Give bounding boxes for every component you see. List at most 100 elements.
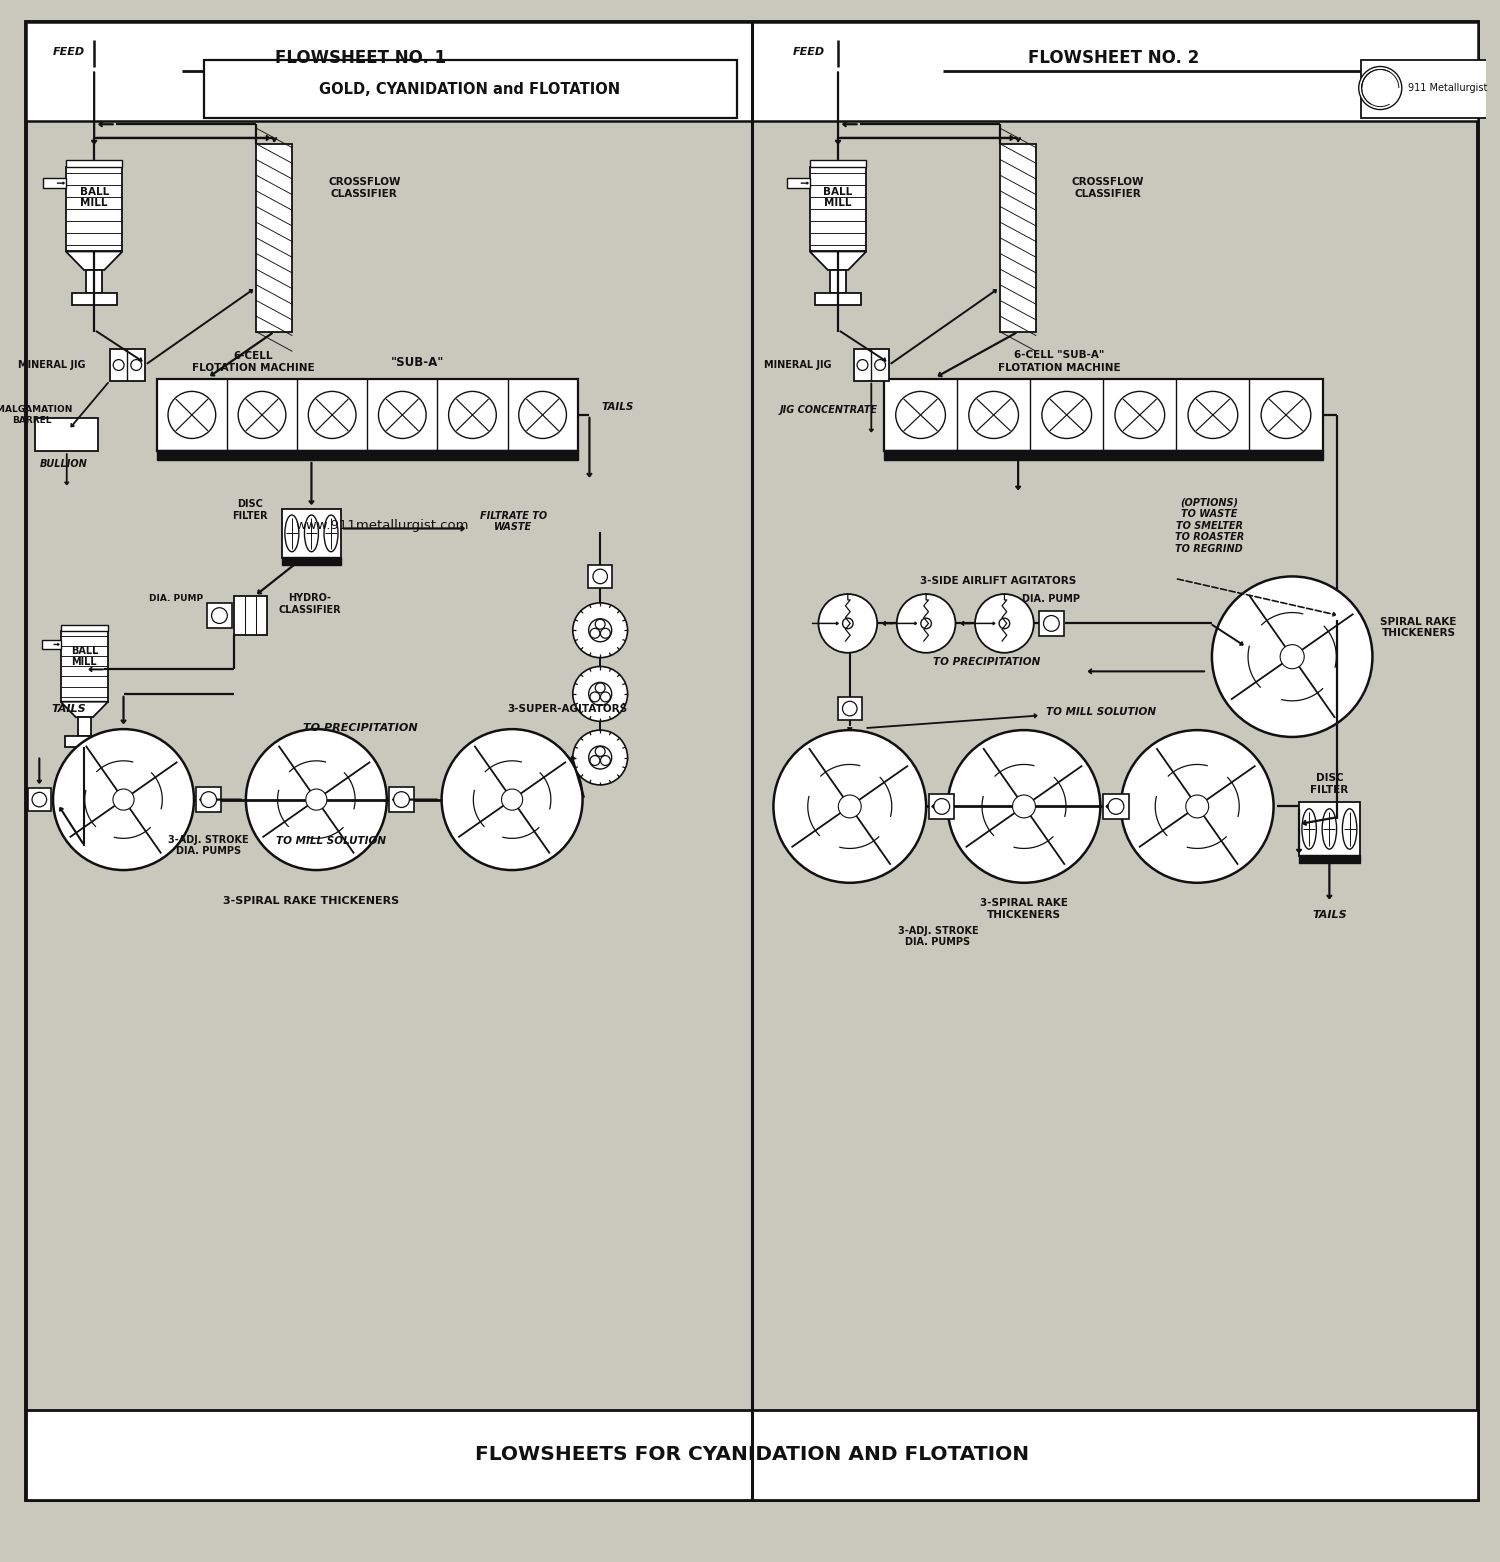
Text: DISC
FILTER: DISC FILTER (1310, 773, 1348, 795)
Text: FLOTATION MACHINE: FLOTATION MACHINE (192, 362, 315, 373)
Bar (42, 640, 60, 648)
Text: 6-CELL: 6-CELL (234, 351, 273, 361)
Circle shape (1044, 615, 1059, 631)
Circle shape (588, 619, 612, 642)
Ellipse shape (896, 392, 945, 439)
Bar (884, 450, 1323, 459)
Text: CROSSFLOW
CLASSIFIER: CROSSFLOW CLASSIFIER (328, 177, 400, 198)
Ellipse shape (309, 392, 356, 439)
Circle shape (501, 789, 522, 811)
Bar (66, 159, 123, 167)
Circle shape (839, 795, 861, 818)
Circle shape (53, 729, 194, 870)
Circle shape (897, 594, 956, 653)
Bar (26, 1410, 1478, 1501)
Bar (1299, 801, 1359, 856)
Text: 3-SIDE AIRLIFT AGITATORS: 3-SIDE AIRLIFT AGITATORS (921, 576, 1077, 586)
Circle shape (246, 729, 387, 870)
Bar (234, 597, 267, 636)
Text: AMALGAMATION
BARREL: AMALGAMATION BARREL (0, 405, 74, 425)
Bar (60, 625, 108, 631)
Text: JIG CONCENTRATE: JIG CONCENTRATE (778, 405, 877, 415)
Text: 6-CELL "SUB-A": 6-CELL "SUB-A" (1014, 350, 1104, 361)
Text: FLOTATION MACHINE: FLOTATION MACHINE (998, 362, 1120, 373)
Bar (752, 22, 1478, 122)
Ellipse shape (1322, 809, 1336, 850)
Ellipse shape (378, 392, 426, 439)
Circle shape (130, 359, 141, 370)
Circle shape (1020, 801, 1029, 811)
Bar (158, 450, 578, 459)
Bar (1299, 854, 1359, 862)
Text: 911 Metallurgist: 911 Metallurgist (1407, 83, 1486, 94)
Ellipse shape (1342, 809, 1358, 850)
Circle shape (1013, 795, 1035, 818)
Text: 3-ADJ. STROKE
DIA. PUMPS: 3-ADJ. STROKE DIA. PUMPS (168, 834, 249, 856)
Circle shape (590, 692, 600, 701)
Text: BALL
MILL: BALL MILL (824, 187, 852, 208)
Circle shape (844, 801, 855, 811)
Ellipse shape (1042, 392, 1092, 439)
Ellipse shape (969, 392, 1018, 439)
Circle shape (774, 729, 926, 883)
Text: TO PRECIPITATION: TO PRECIPITATION (933, 656, 1041, 667)
Text: SPIRAL RAKE
THICKENERS: SPIRAL RAKE THICKENERS (1380, 617, 1456, 639)
Circle shape (596, 619, 604, 629)
Bar (158, 378, 578, 451)
Bar (831, 270, 846, 292)
Bar (928, 793, 954, 818)
Bar (60, 631, 108, 701)
Circle shape (592, 569, 608, 584)
Text: FEED: FEED (53, 47, 86, 56)
Circle shape (573, 729, 627, 786)
Text: BALL
MILL: BALL MILL (70, 647, 98, 667)
Bar (1000, 144, 1036, 331)
Bar (72, 292, 117, 305)
Text: TAILS: TAILS (1312, 911, 1347, 920)
Circle shape (393, 792, 410, 808)
Circle shape (600, 692, 610, 701)
Circle shape (509, 795, 516, 804)
Bar (196, 787, 222, 812)
Polygon shape (66, 251, 123, 270)
Text: FILTRATE TO
WASTE: FILTRATE TO WASTE (480, 511, 548, 533)
Bar (1360, 59, 1500, 119)
Circle shape (1212, 576, 1372, 737)
Circle shape (596, 683, 604, 694)
Text: TAILS: TAILS (602, 401, 633, 412)
Circle shape (596, 747, 604, 756)
Bar (66, 736, 104, 747)
Circle shape (874, 359, 885, 370)
Text: FLOWSHEETS FOR CYANIDATION AND FLOTATION: FLOWSHEETS FOR CYANIDATION AND FLOTATION (476, 1445, 1029, 1464)
Text: (OPTIONS)
TO WASTE
TO SMELTER
TO ROASTER
TO REGRIND: (OPTIONS) TO WASTE TO SMELTER TO ROASTER… (1174, 497, 1244, 555)
Bar (27, 787, 51, 811)
Text: GOLD, CYANIDATION and FLOTATION: GOLD, CYANIDATION and FLOTATION (320, 81, 621, 97)
Text: www.911metallurgist.com: www.911metallurgist.com (296, 519, 468, 533)
Bar (884, 378, 1323, 451)
Bar (256, 144, 292, 331)
Bar (204, 59, 736, 119)
Circle shape (211, 608, 228, 623)
Ellipse shape (1114, 392, 1164, 439)
Text: TAILS: TAILS (51, 703, 86, 714)
Text: TO PRECIPITATION: TO PRECIPITATION (303, 723, 417, 733)
Circle shape (1120, 729, 1274, 883)
Ellipse shape (304, 515, 318, 551)
Circle shape (843, 701, 856, 715)
Circle shape (590, 756, 600, 765)
Text: 3-SPIRAL RAKE THICKENERS: 3-SPIRAL RAKE THICKENERS (224, 897, 399, 906)
Bar (207, 603, 232, 628)
Text: "SUB-A": "SUB-A" (392, 356, 444, 369)
Ellipse shape (168, 392, 216, 439)
Circle shape (112, 789, 134, 811)
Circle shape (819, 594, 878, 653)
Bar (26, 22, 752, 122)
Circle shape (112, 359, 125, 370)
Circle shape (1287, 651, 1298, 662)
Bar (36, 419, 98, 451)
Ellipse shape (1262, 392, 1311, 439)
Bar (1038, 611, 1064, 636)
Circle shape (32, 792, 46, 808)
Bar (388, 787, 414, 812)
Ellipse shape (285, 515, 298, 551)
